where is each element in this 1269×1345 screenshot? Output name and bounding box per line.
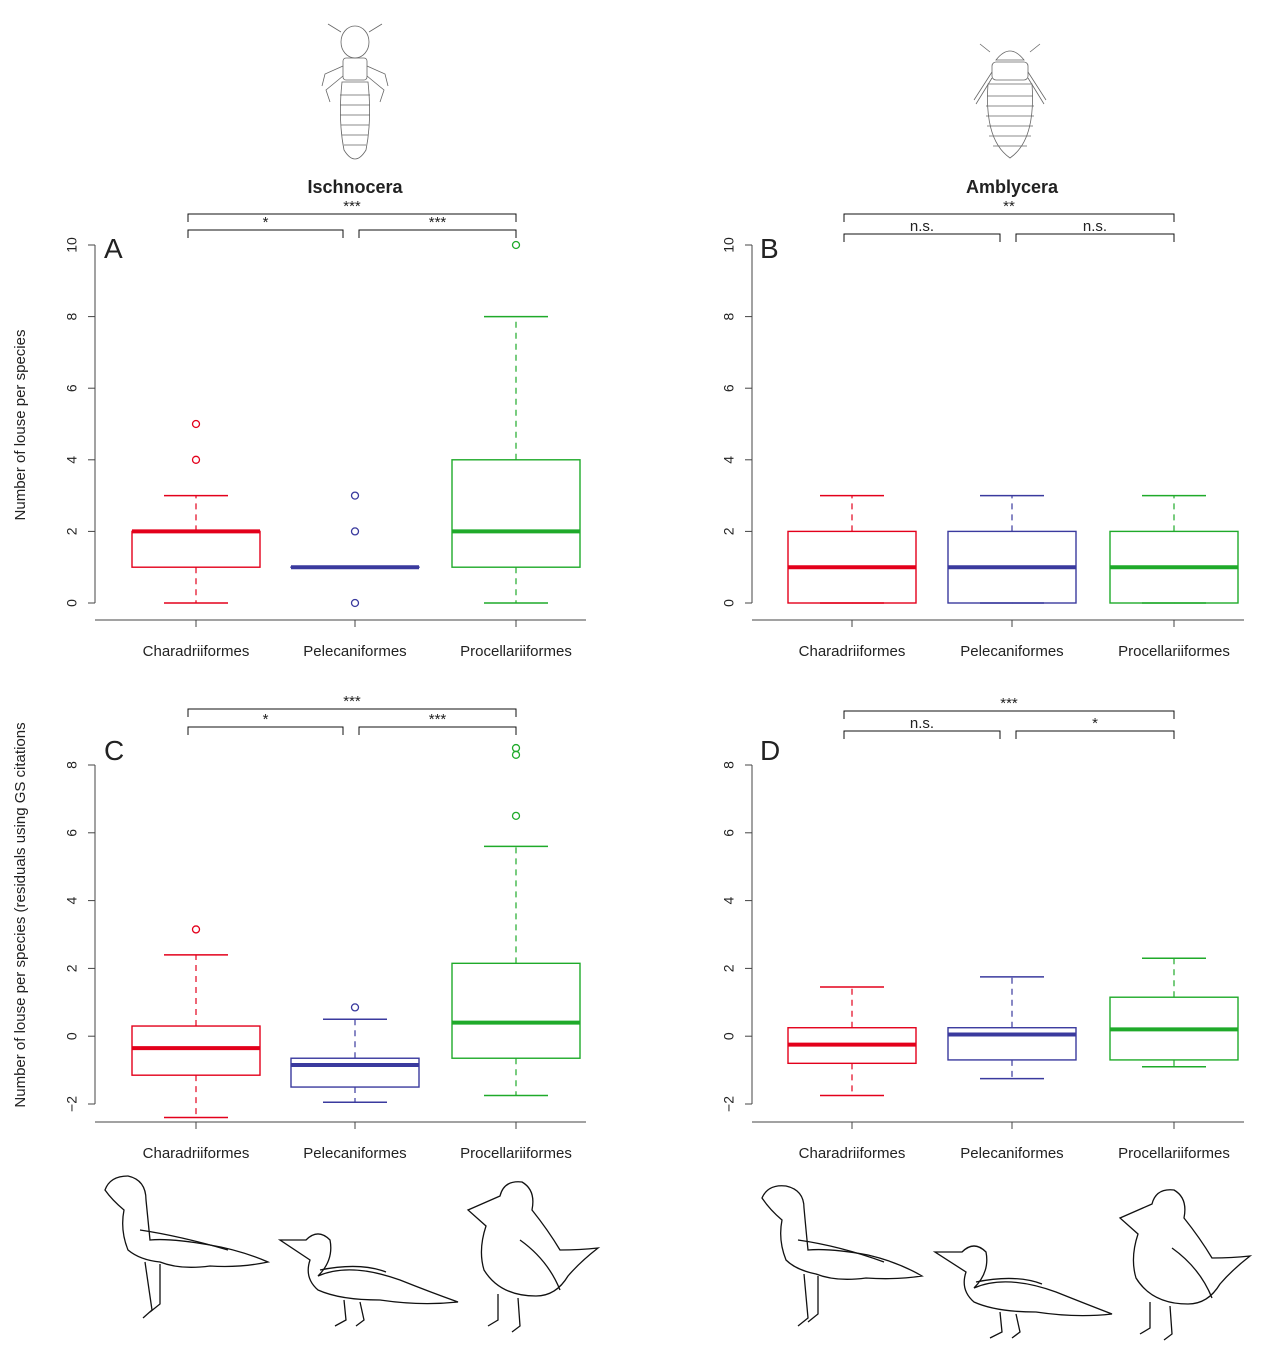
panel-b-significance-0-1-bracket [843, 233, 1001, 242]
ischnocera-louse-illustration [321, 23, 389, 160]
panel-d-chart: D −2 0 2 4 6 8 Charadriiformes Pelecaniformes Pro… [721, 695, 1244, 1162]
y-axis-title-top: Number of louse per species [12, 330, 29, 521]
panel-b-y-tick-label: 6 [721, 384, 737, 392]
panel-a-significance-1-2-label: *** [429, 214, 447, 231]
panel-a-charadriiformes-outlier [191, 419, 201, 429]
panel-c-pelecaniformes-category-label: Pelecaniformes [303, 1145, 406, 1162]
panel-c-charadriiformes-category-label: Charadriiformes [143, 1145, 250, 1162]
panel-c-charadriiformes-box [131, 1025, 261, 1076]
panel-c-y-tick-label: 4 [64, 896, 80, 904]
panel-a-pelecaniformes-outlier [350, 598, 360, 608]
panel-c-pelecaniformes-box [290, 1057, 420, 1088]
panel-c-procellariiformes-outlier [511, 811, 521, 820]
panel-a-y-tick-label: 4 [64, 456, 80, 464]
panel-d-charadriiformes-category-label: Charadriiformes [799, 1145, 906, 1162]
panel-a-charadriiformes-box [131, 530, 261, 568]
panel-c-procellariiformes-outlier [511, 743, 521, 753]
panel-c-procellariiformes-outlier [511, 750, 521, 759]
header-ischnocera: Ischnocera [307, 177, 403, 197]
panel-a-y-tick-label: 2 [64, 527, 80, 535]
panel-d-pelecaniformes-category-label: Pelecaniformes [960, 1145, 1063, 1162]
panel-b-significance-0-2-bracket [843, 213, 1175, 222]
panel-d-pelecaniformes-box [947, 1027, 1077, 1061]
panel-a-procellariiformes-category-label: Procellariiformes [460, 643, 572, 660]
gull-bird-illustration-right [761, 1185, 924, 1327]
panel-a-pelecaniformes-outlier [350, 527, 360, 536]
panel-a-significance-0-1-bracket [187, 229, 344, 238]
gull-bird-illustration [104, 1175, 271, 1319]
panel-b-significance-0-2-label: ** [1003, 198, 1015, 215]
panel-d-significance-0-2-label: *** [1000, 695, 1018, 712]
panel-c-y-tick-label: −2 [64, 1096, 80, 1112]
panel-b-y-tick-label: 0 [721, 599, 737, 607]
panel-b-charadriiformes-category-label: Charadriiformes [799, 643, 906, 660]
gannet-bird-illustration-right [932, 1245, 1113, 1339]
panel-d-significance-0-1-label: n.s. [910, 715, 934, 732]
panel-d-significance-1-2-bracket [1015, 730, 1175, 739]
panel-b-y-tick-label: 10 [721, 237, 737, 253]
panel-b-pelecaniformes-category-label: Pelecaniformes [960, 643, 1063, 660]
panel-b-y-tick-label: 4 [721, 456, 737, 464]
panel-c-significance-0-1-bracket [187, 726, 344, 735]
panel-b-significance-1-2-label: n.s. [1083, 218, 1107, 235]
panel-a-significance-0-2-label: *** [343, 198, 361, 215]
panel-a-pelecaniformes-category-label: Pelecaniformes [303, 643, 406, 660]
panel-d-y-tick-label: −2 [721, 1096, 737, 1112]
panel-b-y-tick-label: 8 [721, 312, 737, 320]
panel-d-y-tick-label: 4 [721, 896, 737, 904]
panel-b-procellariiformes-category-label: Procellariiformes [1118, 643, 1230, 660]
gannet-bird-illustration [277, 1233, 459, 1327]
panel-c-significance-1-2-label: *** [429, 711, 447, 728]
panel-b-letter: B [760, 233, 779, 264]
panel-b-y-tick-label: 2 [721, 527, 737, 535]
panel-a-significance-1-2-bracket [358, 229, 517, 238]
panel-c-significance-0-1-label: * [263, 711, 269, 728]
panel-b-significance-0-1-label: n.s. [910, 218, 934, 235]
panel-a-chart: A 0 2 4 6 8 10 Charadriiformes Pelecaniformes Pro… [64, 198, 586, 660]
panel-c-significance-0-2-label: *** [343, 693, 361, 710]
panel-c-y-tick-label: 6 [64, 829, 80, 837]
amblycera-louse-illustration [973, 43, 1047, 159]
panel-a-procellariiformes-box [451, 459, 581, 568]
panel-b-significance-1-2-bracket [1015, 233, 1175, 242]
panel-a-charadriiformes-category-label: Charadriiformes [143, 643, 250, 660]
panel-c-letter: C [104, 735, 124, 766]
panel-c-pelecaniformes-outlier [350, 1003, 360, 1012]
panel-c-charadriiformes-outlier [191, 925, 201, 934]
panel-d-y-tick-label: 6 [721, 829, 737, 837]
panel-a-y-tick-label: 6 [64, 384, 80, 392]
panel-c-y-tick-label: 0 [64, 1032, 80, 1040]
panel-d-y-tick-label: 8 [721, 761, 737, 769]
panel-a-y-tick-label: 0 [64, 599, 80, 607]
panel-c-significance-0-2-bracket [187, 708, 517, 717]
panel-a-pelecaniformes-outlier [350, 491, 360, 500]
panel-a-y-tick-label: 8 [64, 312, 80, 320]
panel-c-procellariiformes-category-label: Procellariiformes [460, 1145, 572, 1162]
albatross-bird-illustration-right [1118, 1189, 1253, 1341]
panel-d-letter: D [760, 735, 780, 766]
panel-a-significance-0-1-label: * [263, 214, 269, 231]
panel-c-y-tick-label: 2 [64, 964, 80, 972]
panel-d-y-tick-label: 0 [721, 1032, 737, 1040]
panel-a-significance-0-2-bracket [187, 213, 517, 222]
panel-d-y-tick-label: 2 [721, 964, 737, 972]
panel-d-procellariiformes-category-label: Procellariiformes [1118, 1145, 1230, 1162]
panel-a-charadriiformes-outlier [191, 455, 201, 464]
panel-d-significance-0-1-bracket [843, 730, 1001, 739]
panel-d-significance-1-2-label: * [1092, 715, 1098, 732]
panel-a-procellariiformes-outlier [511, 240, 521, 250]
header-amblycera: Amblycera [966, 177, 1059, 197]
panel-c-y-tick-label: 8 [64, 761, 80, 769]
panel-b-chart: B 0 2 4 6 8 10 Charadriiformes Pelecaniformes Pro… [721, 198, 1244, 660]
panel-d-significance-0-2-bracket [843, 710, 1175, 719]
panel-a-letter: A [104, 233, 123, 264]
y-axis-title-bottom: Number of louse per species (residuals u… [12, 722, 29, 1107]
panel-a-y-tick-label: 10 [64, 237, 80, 253]
panel-c-procellariiformes-box [451, 962, 581, 1059]
panel-c-significance-1-2-bracket [358, 726, 517, 735]
albatross-bird-illustration [466, 1181, 601, 1333]
panel-c-chart: C −2 0 2 4 6 8 Charadriiformes Pelecaniformes Pro… [64, 693, 586, 1162]
